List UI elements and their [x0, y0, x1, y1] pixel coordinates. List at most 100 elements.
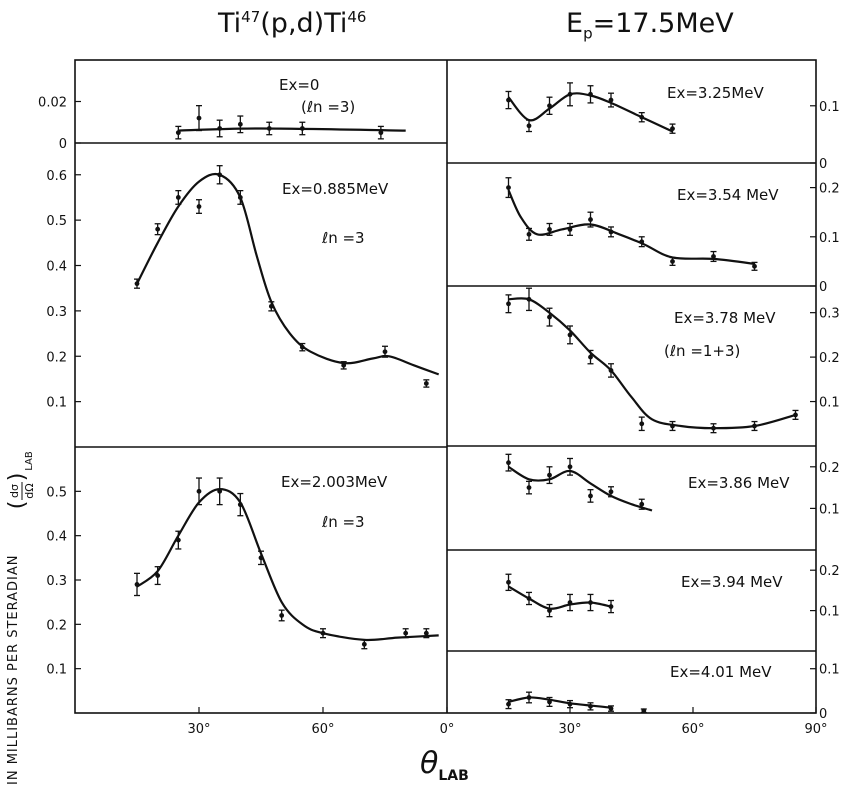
y-tick-label: 0.2 — [819, 564, 840, 579]
data-point — [197, 116, 202, 121]
fit-curve — [137, 489, 439, 640]
data-point — [639, 421, 644, 426]
y-axis-label: IN MILLIBARNS PER STERADIAN — [6, 345, 36, 785]
data-point — [639, 502, 644, 507]
y-tick-label: 0.2 — [819, 182, 840, 197]
data-point — [588, 494, 593, 499]
x-tick-label: 0° — [440, 722, 455, 737]
y-tick-label: 0.1 — [819, 605, 840, 620]
data-point — [711, 254, 716, 259]
data-point — [670, 259, 675, 264]
x-tick-label: 90° — [804, 722, 827, 737]
fit-curve — [137, 174, 439, 374]
data-point — [506, 98, 511, 103]
data-point — [300, 126, 305, 131]
data-point — [506, 301, 511, 306]
data-point — [568, 600, 573, 605]
figure-frame — [75, 60, 816, 713]
x-tick-label: 60° — [311, 722, 334, 737]
excitation-label: Ex=3.86 MeV — [688, 474, 790, 492]
data-point — [217, 489, 222, 494]
y-axis-units: IN MILLIBARNS PER STERADIAN — [6, 555, 21, 785]
data-point — [547, 608, 552, 613]
y-tick-label: 0.1 — [819, 231, 840, 246]
data-point — [568, 702, 573, 707]
excitation-label: Ex=3.25MeV — [667, 84, 764, 102]
y-tick-label: 0 — [819, 157, 827, 172]
data-point — [670, 424, 675, 429]
excitation-label: Ex=2.003MeV — [281, 473, 388, 491]
data-point — [197, 489, 202, 494]
excitation-label: Ex=4.01 MeV — [670, 663, 772, 681]
data-point — [238, 502, 243, 507]
data-point — [424, 381, 429, 386]
data-point — [641, 708, 646, 713]
excitation-label: Ex=3.54 MeV — [677, 186, 779, 204]
data-point — [547, 103, 552, 108]
ell-n-label: ℓn =3 — [321, 513, 365, 531]
data-point — [568, 332, 573, 337]
y-tick-label: 0.1 — [819, 396, 840, 411]
data-point — [321, 631, 326, 636]
y-tick-label: 0.1 — [46, 663, 67, 678]
x-tick-label: 60° — [681, 722, 704, 737]
y-tick-label: 0.5 — [46, 214, 67, 229]
data-point — [176, 538, 181, 543]
ell-n-label: (ℓn =3) — [301, 98, 355, 116]
y-tick-label: 0.1 — [46, 396, 67, 411]
data-point — [527, 485, 532, 490]
data-point — [588, 92, 593, 97]
data-point — [155, 573, 160, 578]
data-point — [752, 264, 757, 269]
data-point — [259, 555, 264, 560]
data-point — [300, 345, 305, 350]
data-point — [269, 304, 274, 309]
data-point — [547, 700, 552, 705]
data-point — [639, 239, 644, 244]
y-tick-label: 0.02 — [38, 96, 67, 111]
data-point — [217, 172, 222, 177]
y-tick-label: 0.5 — [46, 485, 67, 500]
excitation-label: Ex=3.94 MeV — [681, 573, 783, 591]
data-point — [609, 98, 614, 103]
data-point — [135, 281, 140, 286]
y-tick-label: 0 — [819, 280, 827, 295]
data-point — [752, 424, 757, 429]
data-point — [588, 704, 593, 709]
x-axis-label: θLAB — [420, 746, 469, 784]
ell-n-label: ℓn =3 — [321, 229, 365, 247]
data-point — [362, 642, 367, 647]
data-point — [527, 695, 532, 700]
y-tick-label: 0.2 — [46, 350, 67, 365]
y-tick-label: 0.3 — [46, 574, 67, 589]
fit-curve — [509, 697, 612, 707]
x-axis-symbol: θ — [420, 746, 438, 781]
excitation-label: Ex=3.78 MeV — [674, 309, 776, 327]
y-tick-label: 0 — [819, 707, 827, 722]
data-point — [527, 596, 532, 601]
data-point — [670, 126, 675, 131]
data-point — [506, 185, 511, 190]
data-point — [383, 349, 388, 354]
data-point — [238, 195, 243, 200]
data-point — [403, 631, 408, 636]
data-point — [793, 412, 798, 417]
data-point — [609, 706, 614, 711]
data-point — [506, 702, 511, 707]
data-point — [527, 297, 532, 302]
data-point — [588, 217, 593, 222]
data-point — [135, 582, 140, 587]
data-point — [568, 464, 573, 469]
data-point — [176, 130, 181, 135]
data-point — [547, 227, 552, 232]
y-tick-label: 0.4 — [46, 260, 67, 275]
data-point — [341, 363, 346, 368]
data-point — [378, 130, 383, 135]
y-tick-label: 0.1 — [819, 502, 840, 517]
data-point — [424, 631, 429, 636]
fit-curve — [178, 129, 405, 131]
y-tick-label: 0.2 — [46, 618, 67, 633]
y-tick-label: 0.3 — [819, 307, 840, 322]
y-tick-label: 0.1 — [819, 100, 840, 115]
